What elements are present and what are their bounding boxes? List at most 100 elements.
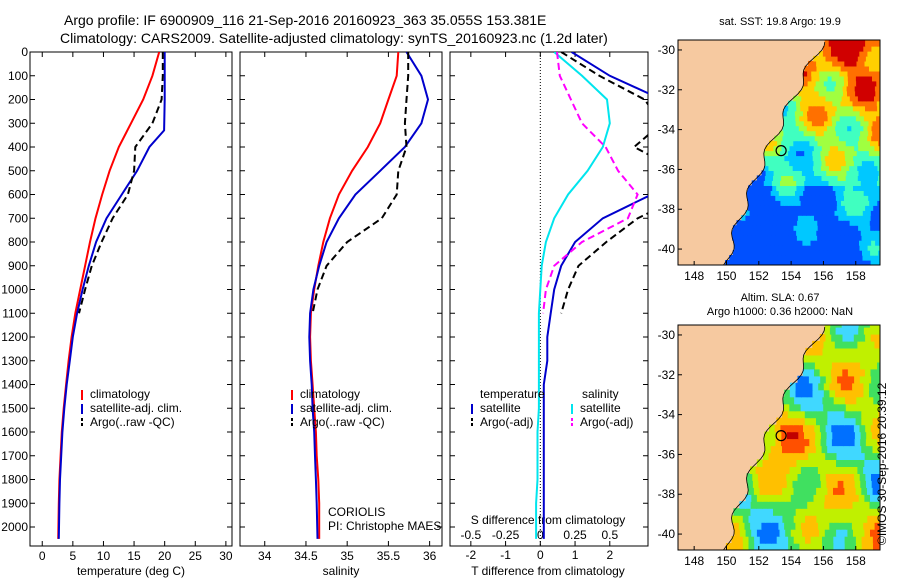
map-cell (839, 70, 844, 77)
map-cell (787, 195, 792, 201)
map-cell (831, 70, 836, 77)
map-cell (788, 515, 795, 523)
map-cell (810, 410, 817, 419)
map-cell (801, 95, 806, 102)
map-cell (836, 452, 843, 460)
map-y-tick-label: -38 (658, 487, 676, 501)
map-cell (761, 260, 767, 265)
map-cell (844, 515, 851, 523)
map-cell (808, 424, 815, 433)
map-cell (764, 205, 769, 211)
map-cell (855, 245, 861, 251)
map-cell (796, 459, 803, 467)
map-cell (874, 260, 880, 265)
map-cell (793, 225, 799, 231)
map-cell (803, 190, 808, 196)
map-cell (787, 445, 794, 454)
map-cell (729, 260, 734, 265)
map-cell (799, 543, 806, 550)
map-cell (806, 466, 813, 474)
map-cell (837, 375, 844, 384)
map-cell (775, 195, 780, 201)
map-cell (877, 361, 880, 370)
map-cell (823, 466, 830, 474)
map-cell (821, 160, 827, 167)
map-cell (836, 529, 843, 537)
map-cell (860, 230, 866, 236)
map-cell (765, 445, 772, 454)
map-cell (842, 368, 849, 377)
map-cell (878, 255, 880, 261)
map-cell (747, 230, 753, 236)
map-cell (864, 325, 871, 328)
map-cell (869, 205, 874, 211)
map-cell (816, 410, 823, 419)
map-cell (859, 46, 864, 52)
map-cell (757, 255, 763, 261)
map-cell (811, 110, 816, 117)
map-cell (784, 150, 789, 157)
map-cell (847, 190, 853, 196)
map-cell (773, 508, 780, 516)
map-cell (745, 494, 752, 502)
map-cell (793, 445, 800, 454)
map-cell (773, 145, 778, 152)
map-cell (872, 536, 880, 544)
map-cell (850, 210, 856, 216)
map-cell (855, 417, 862, 426)
map-cell (830, 529, 837, 537)
map-cell (814, 260, 819, 265)
map-cell (770, 245, 776, 251)
map-cell (796, 452, 804, 460)
map-cell (821, 225, 827, 231)
map-cell (791, 120, 797, 127)
map-cell (834, 145, 839, 152)
map-cell (775, 480, 782, 488)
map-cell (827, 125, 832, 132)
map-cell (876, 115, 880, 122)
salinity-series (308, 52, 430, 539)
map-cell (872, 180, 878, 186)
map-cell (837, 431, 845, 440)
map-cell (785, 170, 791, 176)
map-cell (869, 235, 875, 241)
map-cell (809, 438, 816, 447)
map-cell (834, 255, 839, 261)
map-cell (870, 85, 876, 92)
map-cell (840, 60, 845, 67)
map-cell (857, 95, 863, 102)
map-cell (817, 340, 825, 349)
map-cell (811, 70, 816, 77)
map-cell (742, 515, 750, 523)
map-cell (857, 340, 864, 349)
map-cell (839, 195, 845, 201)
map-cell (822, 255, 827, 261)
map-cell (872, 195, 877, 201)
map-cell (827, 515, 834, 523)
map-cell (780, 165, 786, 171)
map-cell (854, 240, 860, 246)
map-cell (840, 105, 846, 112)
map-cell (849, 55, 855, 62)
map-cell (790, 110, 796, 117)
map-cell (874, 255, 880, 261)
sla-map-subtitle: Argo h1000: 0.36 h2000: NaN (706, 306, 854, 318)
map-cell (823, 389, 831, 398)
map-cell (819, 368, 826, 377)
map-cell (857, 389, 864, 398)
map-cell (731, 515, 738, 523)
map-cell (823, 125, 828, 132)
map-cell (837, 140, 843, 147)
map-cell (838, 135, 844, 142)
map-cell (837, 361, 844, 370)
map-cell (867, 70, 873, 77)
map-cell (814, 354, 821, 363)
map-cell (765, 215, 771, 221)
map-cell (772, 155, 777, 162)
map-cell (809, 225, 815, 231)
map-cell (873, 40, 878, 42)
map-cell (802, 452, 809, 460)
map-cell (785, 452, 792, 460)
map-cell (860, 150, 866, 157)
